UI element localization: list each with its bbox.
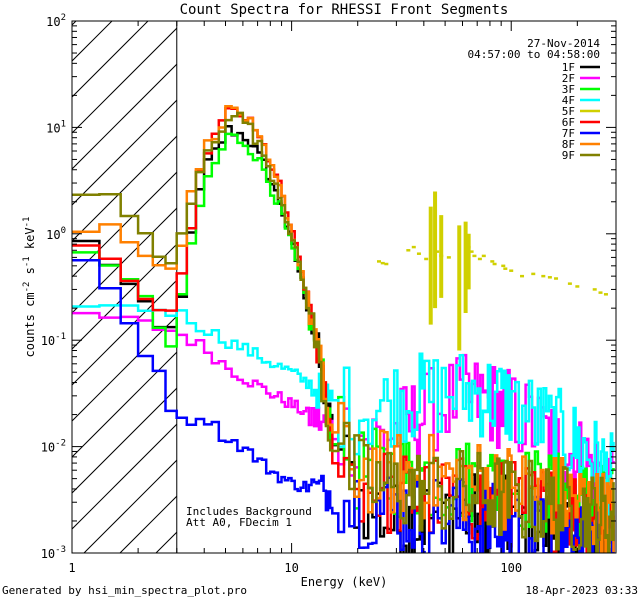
y-tick-label: 100 [46,226,66,242]
footer-timestamp: 18-Apr-2023 03:33 [525,584,638,597]
chart-title: Count Spectra for RHESSI Front Segments [180,2,509,18]
legend-label-4F: 4F [562,94,575,107]
hatch-line [624,0,640,553]
legend-label-1F: 1F [562,61,575,74]
hatched-excluded-region [72,0,640,553]
x-tick-label: 10 [284,561,298,575]
hatch-line [72,63,177,170]
hatch-line [72,21,113,62]
hatch-line [72,171,177,278]
legend-label-3F: 3F [562,83,575,96]
series-8F [72,105,615,553]
x-tick-label: 100 [500,561,522,575]
legend-label-6F: 6F [562,116,575,129]
annotation-attenuator: Att A0, FDecim 1 [186,516,292,529]
legend-label-5F: 5F [562,105,575,118]
y-axis-label: counts cm-2 s-1 keV-1 [22,217,37,358]
y-tick-label: 10-3 [41,545,66,561]
hatch-line [72,387,177,494]
series-4F [72,304,615,519]
hatch-line [72,99,177,206]
y-tick-label: 101 [46,119,66,135]
hatch-line [72,21,77,26]
hatch-line [72,243,177,350]
legend-label-7F: 7F [562,127,575,140]
hatch-line [72,423,177,530]
y-tick-label: 10-1 [41,332,66,348]
x-tick-label: 1 [68,561,75,575]
y-tick-label: 102 [46,13,66,29]
date-label: 27-Nov-2014 [527,37,600,50]
series-9F [72,111,615,553]
annotation-background: Includes Background [186,505,312,518]
legend-label-9F: 9F [562,149,575,162]
series-2F [72,311,615,529]
hatch-line [72,207,177,314]
series-6F [72,106,615,553]
x-axis-label: Energy (keV) [301,575,388,589]
footer-generated-by: Generated by hsi_min_spectra_plot.pro [2,584,247,597]
plot-frame [71,20,617,554]
legend-label-8F: 8F [562,138,575,151]
y-tick-label: 10-2 [41,439,66,455]
hatch-line [72,135,177,242]
hatch-line [72,21,149,98]
time-range-label: 04:57:00 to 04:58:00 [468,48,600,61]
hatch-line [72,27,177,134]
legend-label-2F: 2F [562,72,575,85]
series-1F [72,125,615,553]
